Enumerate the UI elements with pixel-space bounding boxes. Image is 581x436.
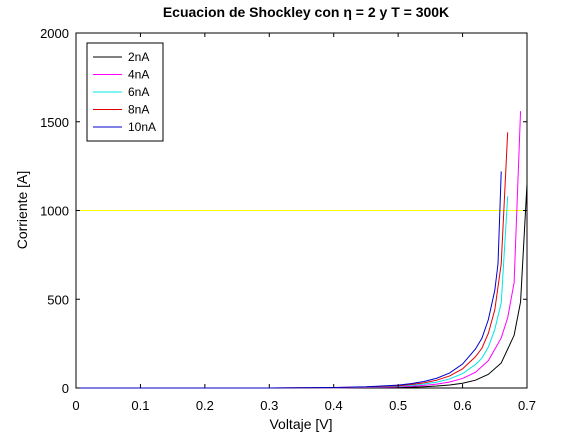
x-tick-label: 0 (72, 398, 79, 413)
legend-label-4nA: 4nA (128, 68, 149, 82)
y-tick-label: 1000 (40, 204, 69, 219)
x-tick-label: 0.1 (131, 398, 149, 413)
y-tick-label: 1500 (40, 115, 69, 130)
y-tick-label: 0 (62, 381, 69, 396)
legend-label-2nA: 2nA (128, 50, 149, 64)
x-tick-label: 0.2 (196, 398, 214, 413)
y-tick-label: 500 (47, 292, 69, 307)
chart-title: Ecuacion de Shockley con η = 2 y T = 300… (163, 4, 449, 20)
x-tick-label: 0.7 (518, 398, 536, 413)
y-axis-label: Corriente [A] (14, 171, 30, 250)
x-axis-label: Voltaje [V] (269, 416, 332, 432)
y-tick-label: 2000 (40, 26, 69, 41)
legend: 2nA 4nA 6nA 8nA 10nA (87, 43, 163, 141)
legend-label-6nA: 6nA (128, 85, 149, 99)
legend-label-10nA: 10nA (128, 120, 156, 134)
legend-label-8nA: 8nA (128, 103, 149, 117)
x-tick-label: 0.5 (389, 398, 407, 413)
x-tick-label: 0.6 (454, 398, 472, 413)
x-tick-label: 0.3 (260, 398, 278, 413)
x-tick-label: 0.4 (325, 398, 343, 413)
